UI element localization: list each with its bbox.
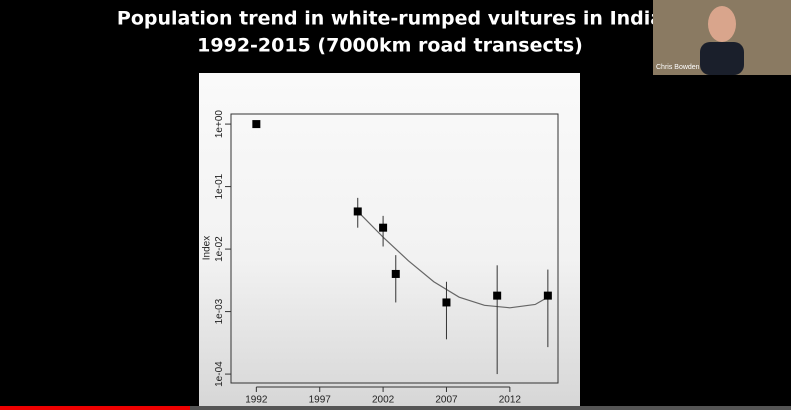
point [252, 120, 261, 129]
trend-line [357, 211, 549, 309]
x-tick-label: 2012 [499, 395, 522, 406]
y-tick-label: 1e-01 [214, 173, 225, 199]
participant-name: Chris Bowden [656, 64, 700, 71]
y-axis-label: Index [202, 236, 213, 260]
plot-frame [230, 113, 559, 384]
point [353, 207, 362, 216]
point [379, 223, 388, 232]
y-tick-label: 1e-02 [214, 236, 225, 262]
y-tick-label: 1e-04 [214, 361, 225, 387]
webcam: Chris Bowden [653, 0, 791, 75]
progress-track [0, 406, 791, 410]
x-tick-label: 1997 [309, 395, 332, 406]
chart-panel [199, 73, 580, 410]
point [442, 298, 451, 307]
y-tick-label: 1e-03 [214, 298, 225, 324]
x-tick-label: 2002 [372, 395, 395, 406]
face [708, 6, 736, 42]
progress-bar [0, 406, 190, 410]
y-tick-label: 1e+00 [214, 110, 225, 139]
title-line: Population trend in white-rumped vulture… [117, 8, 663, 30]
title-line: 1992-2015 (7000km road transects) [197, 35, 583, 57]
x-tick-label: 2007 [435, 395, 458, 406]
point [391, 269, 400, 278]
shirt [700, 42, 744, 75]
x-tick-label: 1992 [245, 395, 268, 406]
point [493, 291, 502, 300]
point [543, 291, 552, 300]
